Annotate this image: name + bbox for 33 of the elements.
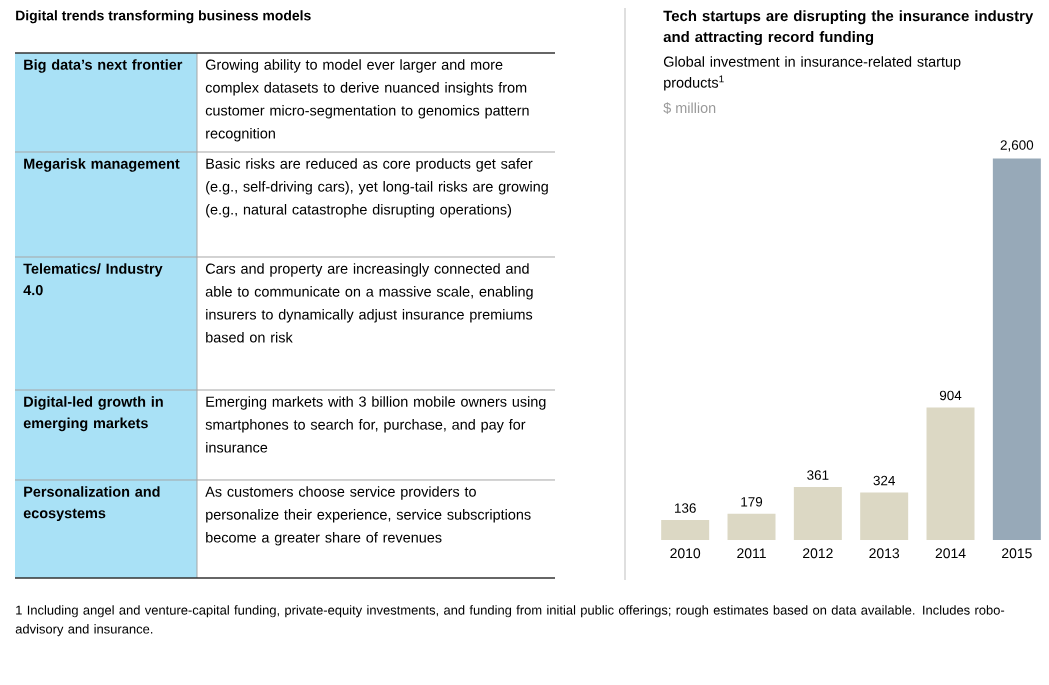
- bar: [661, 520, 710, 540]
- bar: [793, 487, 842, 540]
- x-tick-label: 2015: [1002, 548, 1032, 559]
- text: Growing ability to model ever larger and more complex datasets to derive nuanced insights from customer micro-segmentation to genomics pattern recognition: [205, 59, 529, 142]
- text: As customers choose service providers to personalize their experience, service subscriptions become a greater share of revenues: [205, 486, 531, 546]
- text: Telematics/ Industry 4.0: [23, 263, 163, 296]
- text: Big data’s next frontier: [24, 59, 183, 73]
- data-label: 904: [939, 390, 962, 401]
- x-tick-label: 2011: [737, 548, 766, 559]
- chart-subtitle: Global investment in insurance-related startup products$^{1}$: [663, 56, 961, 91]
- data-label: 136: [674, 503, 696, 513]
- y-axis-title: $ million: [663, 102, 716, 114]
- x-tick-label: 2013: [869, 548, 900, 559]
- text: Basic risks are reduced as core products get safer (e.g., self-driving cars), yet long-tail risks are growing (e.g., natural catastrophe disrupting operations): [206, 158, 548, 218]
- text: Digital-led growth in emerging markets: [23, 396, 163, 432]
- chart-title: Tech startups are disrupting the insurance industry and attracting record funding: [663, 10, 1034, 46]
- bar: [926, 407, 975, 540]
- text: Emerging markets with 3 billion mobile owners using smartphones to search for, purchase, and pay for insurance: [205, 396, 546, 453]
- data-label: 2,600: [1000, 140, 1034, 152]
- text: Megarisk management: [24, 158, 180, 172]
- data-label: 324: [873, 475, 896, 486]
- text: 1 Including angel and venture-capital funding, private-equity investments, and funding from initial public offerings; rough estimates based on data available. Includes robo-advisory and insurance.: [15, 605, 1005, 637]
- x-tick-label: 2014: [935, 548, 966, 559]
- data-label: 361: [807, 470, 829, 480]
- bar: [860, 492, 909, 540]
- x-tick-label: 2012: [803, 548, 833, 559]
- text: Personalization and ecosystems: [23, 486, 160, 522]
- x-tick-label: 2010: [670, 548, 701, 559]
- bar: [727, 513, 776, 540]
- data-label: 179: [741, 497, 763, 507]
- text: Cars and property are increasingly connected and able to communicate on a massive scale, enabling insurers to dynamically adjust insurance premiums based on risk: [205, 263, 533, 343]
- bar: [992, 158, 1041, 540]
- text: Digital trends transforming business models: [16, 10, 311, 24]
